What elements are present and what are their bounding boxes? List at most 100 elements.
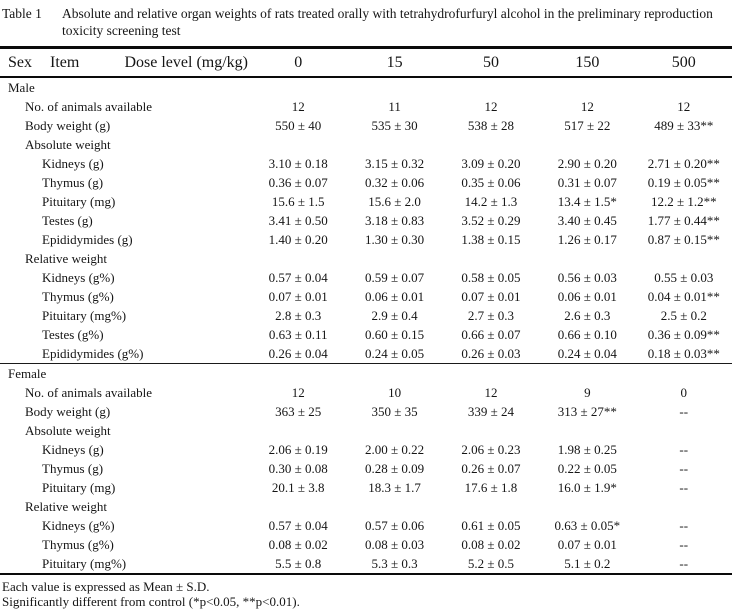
table-row: Kidneys (g%) 0.57 ± 0.04 0.59 ± 0.07 0.58 ±… xyxy=(0,268,732,287)
value-cell: 0.58 ± 0.05 xyxy=(461,270,521,285)
table-number: Table 1 xyxy=(2,6,42,21)
value-cell: 0.26 ± 0.03 xyxy=(461,346,521,361)
table-row: No. of animals available 12 11 12 12 12 xyxy=(0,97,732,116)
value-cell: 0.66 ± 0.07 xyxy=(461,327,521,342)
table-row: Testes (g) 3.41 ± 0.50 3.18 ± 0.83 3.52 ± 0… xyxy=(0,211,732,230)
value-cell: 2.8 ± 0.3 xyxy=(275,308,322,323)
header-dose-15: 15 xyxy=(386,54,403,71)
value-cell: 0.61 ± 0.05 xyxy=(461,518,521,533)
value-cell: 0.56 ± 0.03 xyxy=(557,270,617,285)
value-cell: 11 xyxy=(388,99,401,114)
value-cell: 0.57 ± 0.04 xyxy=(268,518,328,533)
row-label: Epididymides (g%) xyxy=(42,346,144,361)
value-cell: 2.9 ± 0.4 xyxy=(371,308,418,323)
table-row: Thymus (g) 0.36 ± 0.07 0.32 ± 0.06 0.35 ± 0… xyxy=(0,173,732,192)
data-table: Sex Item Dose level (mg/kg) 0 15 50 150 … xyxy=(0,46,732,609)
row-label: Absolute weight xyxy=(25,137,111,152)
row-label: Thymus (g%) xyxy=(42,537,114,552)
value-cell: 0.07 ± 0.01 xyxy=(557,537,617,552)
value-cell: 0.55 ± 0.03 xyxy=(654,270,714,285)
value-cell: 16.0 ± 1.9* xyxy=(557,480,617,495)
row-label: Relative weight xyxy=(25,251,107,266)
value-cell: 12.2 ± 1.2** xyxy=(650,194,717,209)
row-label: Kidneys (g) xyxy=(42,156,104,171)
value-cell: 10 xyxy=(388,385,402,400)
value-cell: 12 xyxy=(677,99,691,114)
row-label: Testes (g) xyxy=(42,213,93,228)
value-cell: 5.2 ± 0.5 xyxy=(467,556,515,571)
value-cell: -- xyxy=(679,404,689,419)
value-cell: -- xyxy=(679,461,689,476)
table-row: Relative weight xyxy=(0,249,732,268)
value-cell: 3.15 ± 0.32 xyxy=(365,156,425,171)
value-cell: 0.04 ± 0.01** xyxy=(647,289,720,304)
value-cell: 550 ± 40 xyxy=(275,118,322,133)
value-cell: 0.06 ± 0.01 xyxy=(365,289,425,304)
row-label: Kidneys (g%) xyxy=(42,270,115,285)
value-cell: 339 ± 24 xyxy=(467,404,515,419)
value-cell: 0.87 ± 0.15** xyxy=(647,232,720,247)
value-cell: 3.18 ± 0.83 xyxy=(365,213,425,228)
table-row: Thymus (g%) 0.08 ± 0.02 0.08 ± 0.03 0.08 ± … xyxy=(0,535,732,554)
value-cell: 1.98 ± 0.25 xyxy=(557,442,617,457)
value-cell: 18.3 ± 1.7 xyxy=(368,480,421,495)
value-cell: 517 ± 22 xyxy=(564,118,611,133)
value-cell: 0.57 ± 0.06 xyxy=(365,518,425,533)
table-row: Thymus (g) 0.30 ± 0.08 0.28 ± 0.09 0.26 ± 0… xyxy=(0,459,732,478)
value-cell: 2.71 ± 0.20** xyxy=(647,156,720,171)
footnote-mean-sd: Each value is expressed as Mean ± S.D. xyxy=(2,579,210,594)
value-cell: 1.77 ± 0.44** xyxy=(647,213,720,228)
value-cell: 0.31 ± 0.07 xyxy=(557,175,617,190)
value-cell: 0.63 ± 0.11 xyxy=(268,327,328,342)
value-cell: 2.90 ± 0.20 xyxy=(557,156,617,171)
value-cell: 535 ± 30 xyxy=(371,118,418,133)
value-cell: 0.26 ± 0.04 xyxy=(268,346,328,361)
value-cell: 12 xyxy=(484,385,498,400)
value-cell: 0.32 ± 0.06 xyxy=(365,175,425,190)
row-label: No. of animals available xyxy=(25,99,153,114)
table-row: Kidneys (g) 3.10 ± 0.18 3.15 ± 0.32 3.09 ± … xyxy=(0,154,732,173)
value-cell: -- xyxy=(679,480,689,495)
value-cell: 1.40 ± 0.20 xyxy=(268,232,328,247)
value-cell: 0.28 ± 0.09 xyxy=(365,461,425,476)
value-cell: 0.08 ± 0.02 xyxy=(461,537,521,552)
value-cell: 3.41 ± 0.50 xyxy=(268,213,328,228)
table-row: Relative weight xyxy=(0,497,732,516)
value-cell: 17.6 ± 1.8 xyxy=(464,480,518,495)
row-label: Thymus (g%) xyxy=(42,289,114,304)
value-cell: 5.1 ± 0.2 xyxy=(564,556,611,571)
value-cell: 15.6 ± 2.0 xyxy=(368,194,421,209)
value-cell: 0.35 ± 0.06 xyxy=(461,175,521,190)
value-cell: 0.07 ± 0.01 xyxy=(268,289,328,304)
value-cell: 350 ± 35 xyxy=(371,404,418,419)
row-label: Body weight (g) xyxy=(25,118,111,133)
table-row: Testes (g%) 0.63 ± 0.11 0.60 ± 0.15 0.66 ± … xyxy=(0,325,732,344)
value-cell: -- xyxy=(679,442,689,457)
value-cell: 9 xyxy=(584,385,591,400)
value-cell: 489 ± 33** xyxy=(654,118,714,133)
row-label: Kidneys (g%) xyxy=(42,518,115,533)
header-dose-level: Dose level (mg/kg) xyxy=(124,54,248,71)
row-label: Pituitary (mg%) xyxy=(42,556,127,571)
value-cell: 0.24 ± 0.04 xyxy=(557,346,617,361)
value-cell: 0.36 ± 0.09** xyxy=(647,327,720,342)
row-label: No. of animals available xyxy=(25,385,153,400)
value-cell: 2.06 ± 0.19 xyxy=(268,442,328,457)
header-item: Item xyxy=(50,54,80,71)
header-dose-150: 150 xyxy=(575,54,600,71)
table-row: Pituitary (mg) 20.1 ± 3.8 18.3 ± 1.7 17.6 ±… xyxy=(0,478,732,497)
footnote-significance: Significantly different from control (*p… xyxy=(2,594,300,609)
row-label: Thymus (g) xyxy=(42,461,104,476)
value-cell: 2.06 ± 0.23 xyxy=(461,442,521,457)
value-cell: 0.60 ± 0.15 xyxy=(365,327,425,342)
value-cell: 2.00 ± 0.22 xyxy=(365,442,425,457)
value-cell: 20.1 ± 3.8 xyxy=(271,480,325,495)
value-cell: 0.06 ± 0.01 xyxy=(557,289,617,304)
section-label: Male xyxy=(8,80,35,95)
value-cell: 1.26 ± 0.17 xyxy=(557,232,617,247)
table-row: Absolute weight xyxy=(0,135,732,154)
header-dose-0: 0 xyxy=(294,54,303,71)
table-row: Pituitary (mg%) 2.8 ± 0.3 2.9 ± 0.4 2.7 ± 0… xyxy=(0,306,732,325)
value-cell: 0.08 ± 0.02 xyxy=(268,537,328,552)
